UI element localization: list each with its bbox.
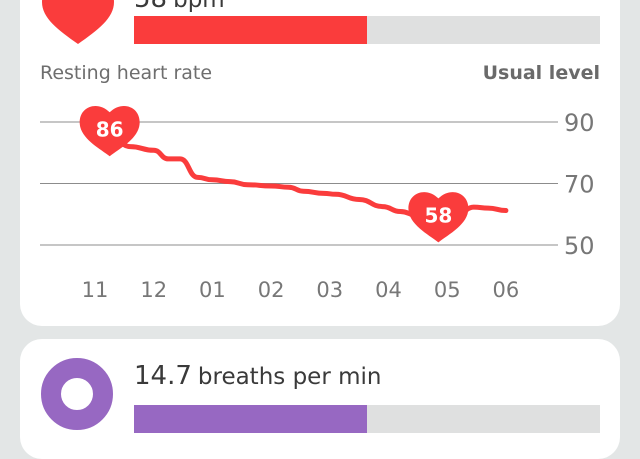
heart-rate-level-bar	[134, 16, 600, 44]
heart-marker: 58	[408, 192, 469, 243]
heart-marker-label: 58	[424, 203, 452, 227]
heart-marker: 86	[79, 105, 140, 157]
y-tick-label: 50	[564, 232, 595, 260]
heart-rate-card: 58 bpm	[20, 0, 620, 326]
y-tick-label: 70	[564, 171, 595, 199]
ring-icon	[41, 358, 113, 430]
x-tick-label: 11	[82, 278, 109, 302]
heart-marker-shape	[79, 105, 140, 157]
x-tick-label: 02	[258, 278, 285, 302]
x-tick-label: 04	[375, 278, 402, 302]
heart-rate-number: 58	[134, 0, 167, 14]
heart-icon	[42, 0, 114, 44]
y-tick-label: 90	[564, 109, 595, 137]
breathing-rate-value: 14.7 breaths per min	[134, 361, 381, 391]
x-tick-label: 05	[434, 278, 461, 302]
heart-rate-level-fill	[134, 16, 367, 44]
x-tick-label: 06	[493, 278, 520, 302]
heart-rate-unit: bpm	[173, 0, 225, 13]
heart-rate-value: 58 bpm	[134, 0, 225, 14]
resting-heart-rate-chart: 90 70 50 86 58 11 12 01 02 03 04 05 06	[40, 105, 595, 302]
breathing-rate-number: 14.7	[134, 361, 192, 391]
x-tick-label: 01	[199, 278, 226, 302]
breathing-rate-level-bar	[134, 405, 600, 433]
x-tick-label: 03	[316, 278, 343, 302]
breathing-rate-unit: breaths per min	[197, 364, 382, 390]
usual-level-label: Usual level	[482, 62, 600, 84]
chart-title: Resting heart rate	[40, 62, 213, 84]
heart-marker-shape	[408, 192, 469, 243]
breathing-rate-level-fill	[134, 405, 367, 433]
heart-marker-label: 86	[96, 117, 124, 141]
x-tick-label: 12	[140, 278, 167, 302]
